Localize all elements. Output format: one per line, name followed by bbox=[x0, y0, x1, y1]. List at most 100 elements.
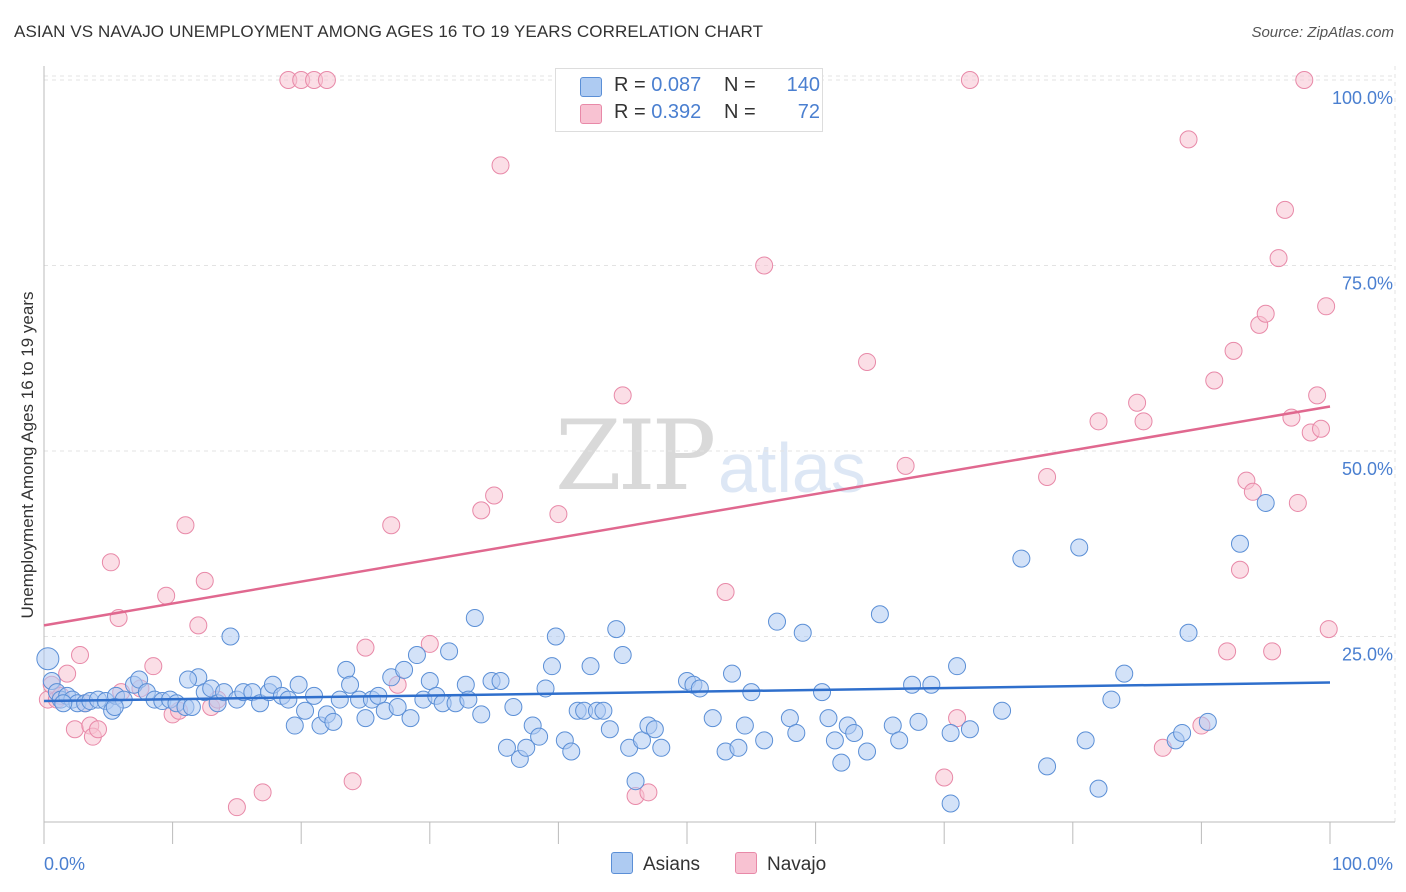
asian-point bbox=[289, 675, 308, 694]
navajo-point bbox=[549, 505, 568, 524]
asian-point bbox=[883, 716, 902, 735]
asian-point bbox=[729, 738, 748, 757]
navajo-point bbox=[1317, 297, 1336, 316]
asian-point bbox=[1115, 664, 1134, 683]
navajo-n-value: 72 bbox=[797, 101, 820, 123]
navajo-point bbox=[1089, 412, 1108, 431]
navajo-point bbox=[195, 571, 214, 590]
asian-n-label: N = bbox=[724, 74, 756, 96]
asian-r-label: R = bbox=[614, 74, 646, 96]
asian-point bbox=[401, 709, 420, 728]
navajo-point bbox=[491, 156, 510, 175]
asian-point bbox=[324, 712, 343, 731]
asian-n-value: 140 bbox=[786, 74, 820, 96]
navajo-point bbox=[58, 664, 77, 683]
watermark-atlas: atlas bbox=[718, 429, 866, 507]
navajo-point bbox=[356, 638, 375, 657]
navajo-r: R = 0.392 bbox=[614, 101, 701, 124]
asian-point bbox=[279, 690, 298, 709]
navajo-point bbox=[1288, 493, 1307, 512]
asian-point bbox=[1173, 723, 1192, 742]
asian-point bbox=[285, 716, 304, 735]
asian-point bbox=[356, 709, 375, 728]
bottom-legend-asians: Asians bbox=[611, 852, 700, 876]
asian-point bbox=[813, 683, 832, 702]
navajo-trend-line bbox=[43, 405, 1331, 627]
navajo-points bbox=[38, 71, 1338, 817]
asian-point bbox=[858, 742, 877, 761]
asian-point bbox=[465, 608, 484, 627]
navajo-point bbox=[71, 646, 90, 665]
navajo-point bbox=[1134, 412, 1153, 431]
bottom-legend-navajo-label: Navajo bbox=[767, 854, 827, 875]
asian-point bbox=[825, 731, 844, 750]
navajo-point bbox=[1128, 393, 1147, 412]
asian-point bbox=[517, 738, 536, 757]
asian-point bbox=[909, 712, 928, 731]
asian-points bbox=[36, 493, 1275, 813]
navajo-point bbox=[89, 720, 108, 739]
asian-point bbox=[600, 720, 619, 739]
navajo-point bbox=[1319, 620, 1338, 639]
asian-point bbox=[941, 794, 960, 813]
navajo-point bbox=[755, 256, 774, 275]
correlation-legend: R = 0.087 N = 140 R = 0.392 N = 72 bbox=[555, 68, 823, 132]
asian-point bbox=[1070, 538, 1089, 557]
asian-point bbox=[1038, 757, 1057, 776]
asian-point bbox=[607, 620, 626, 639]
asian-point bbox=[787, 723, 806, 742]
navajo-point bbox=[1263, 642, 1282, 661]
asian-point bbox=[330, 690, 349, 709]
asian-point bbox=[780, 709, 799, 728]
y-tick-label: 75.0% bbox=[1342, 274, 1393, 294]
asian-point bbox=[179, 670, 198, 689]
asian-point bbox=[948, 657, 967, 676]
legend-row-asian: R = 0.087 N = 140 bbox=[556, 74, 822, 100]
y-tick-label: 50.0% bbox=[1342, 459, 1393, 479]
asian-point bbox=[182, 697, 201, 716]
asian-point bbox=[1102, 690, 1121, 709]
asian-point bbox=[870, 605, 889, 624]
asian-point bbox=[832, 753, 851, 772]
bottom-legend-asian-swatch bbox=[611, 852, 633, 874]
navajo-point bbox=[1275, 200, 1294, 219]
asian-point bbox=[542, 657, 561, 676]
navajo-point bbox=[716, 582, 735, 601]
asian-point bbox=[1198, 712, 1217, 731]
navajo-point bbox=[1218, 642, 1237, 661]
y-tick-label: 25.0% bbox=[1342, 645, 1393, 665]
axes bbox=[43, 66, 1395, 844]
navajo-point bbox=[317, 71, 336, 89]
navajo-point bbox=[227, 798, 246, 817]
navajo-point bbox=[157, 586, 176, 605]
navajo-point bbox=[1295, 71, 1314, 89]
navajo-point bbox=[1243, 482, 1262, 501]
asian-point bbox=[1230, 534, 1249, 553]
bottom-legend-navajo: Navajo bbox=[735, 852, 826, 876]
navajo-point bbox=[472, 501, 491, 520]
asian-point bbox=[341, 675, 360, 694]
navajo-point bbox=[101, 553, 120, 572]
bottom-legend-navajo-swatch bbox=[735, 852, 757, 874]
asian-point bbox=[645, 720, 664, 739]
asian-point bbox=[1076, 731, 1095, 750]
asian-point bbox=[504, 697, 523, 716]
tick-labels: 25.0% 50.0% 75.0% 100.0% 0.0% 100.0% bbox=[44, 88, 1393, 874]
navajo-point bbox=[189, 616, 208, 635]
asian-point bbox=[395, 660, 414, 679]
navajo-point bbox=[485, 486, 504, 505]
asian-point bbox=[407, 646, 426, 665]
navajo-point bbox=[1308, 386, 1327, 405]
asian-point bbox=[54, 694, 73, 713]
bottom-legend-asian-label: Asians bbox=[643, 854, 701, 875]
legend-row-navajo: R = 0.392 N = 72 bbox=[556, 101, 822, 127]
x-tick-label-min: 0.0% bbox=[44, 854, 85, 874]
watermark-zip: ZIP bbox=[555, 400, 716, 512]
grid-lines bbox=[44, 66, 1396, 822]
source-label: Source: ZipAtlas.com bbox=[1251, 24, 1394, 41]
navajo-point bbox=[613, 386, 632, 405]
asian-point bbox=[735, 716, 754, 735]
asian-point bbox=[703, 709, 722, 728]
asian-point bbox=[456, 675, 475, 694]
